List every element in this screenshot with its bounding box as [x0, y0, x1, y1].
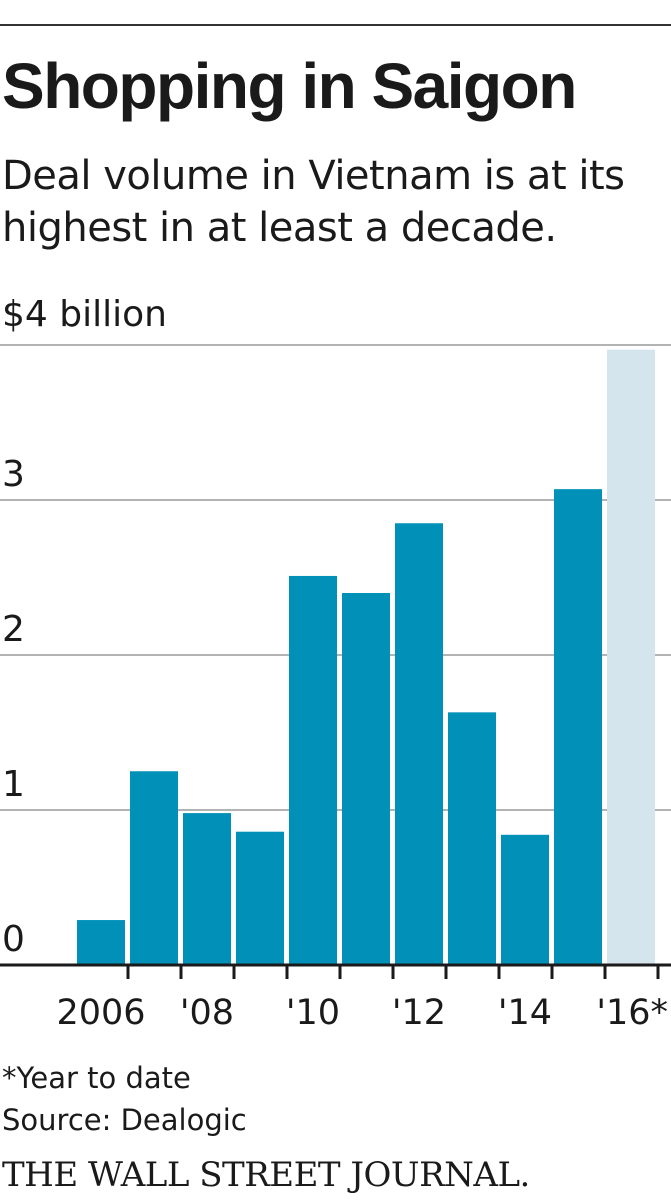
bar-2012 [395, 523, 443, 965]
bars [77, 349, 655, 965]
publisher-logo: THE WALL STREET JOURNAL. [2, 1155, 530, 1195]
bar-2015 [554, 489, 602, 965]
top-rule [0, 24, 671, 26]
y-tick-label-2: 2 [2, 609, 25, 650]
bar-chart: 0 1 2 3 $4 billion 2006 '08 '10 '12 '14 '16* [0, 294, 671, 1033]
y-tick-label-4: $4 billion [2, 294, 167, 335]
x-tick-label-2016: '16* [596, 993, 668, 1033]
x-tick-label-2006: 2006 [56, 993, 145, 1033]
bar-2007 [130, 771, 178, 965]
y-tick-label-1: 1 [2, 764, 25, 805]
chart-subtitle: Deal volume in Vietnam is at its highest… [2, 153, 625, 251]
x-tick-label-2014: '14 [498, 993, 552, 1033]
bar-2009 [236, 831, 284, 965]
y-tick-label-0: 0 [2, 919, 25, 960]
x-tick-labels: 2006 '08 '10 '12 '14 '16* [56, 993, 668, 1033]
y-tick-label-3: 3 [2, 454, 25, 495]
source-note: Source: Dealogic [2, 1103, 247, 1137]
bar-2011 [342, 593, 390, 965]
x-tick-label-2010: '10 [286, 993, 340, 1033]
footnote: *Year to date [2, 1061, 191, 1095]
bar-2016 [607, 349, 655, 965]
x-tick-label-2008: '08 [180, 993, 234, 1033]
bar-2008 [183, 813, 231, 965]
x-axis [0, 963, 671, 979]
chart-title: Shopping in Saigon [2, 50, 577, 122]
bar-2006 [77, 920, 125, 965]
bar-2014 [501, 834, 549, 965]
bar-2010 [289, 575, 337, 965]
x-tick-label-2012: '12 [392, 993, 446, 1033]
bar-2013 [448, 712, 496, 965]
y-tick-labels: 0 1 2 3 $4 billion [2, 294, 167, 960]
